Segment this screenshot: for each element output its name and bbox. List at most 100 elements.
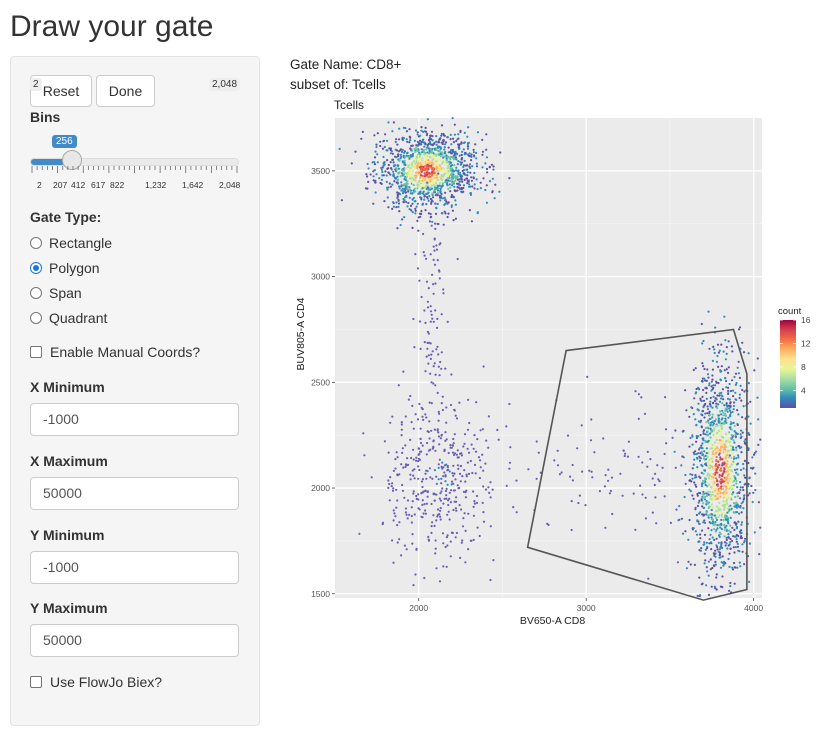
gate-type-option-rectangle[interactable]: Rectangle [30,235,112,251]
data-point [739,488,742,491]
data-point [696,408,699,411]
data-point [444,474,447,477]
data-point [724,489,727,492]
data-point [724,409,727,412]
gate-type-option-span[interactable]: Span [30,285,82,301]
scatter-plot[interactable]: 2000 3000 400015002000250030003500BV650-A … [290,110,820,630]
legend-tick-label: 8 [801,362,806,372]
y-min-input[interactable]: -1000 [30,551,239,584]
data-point [455,177,458,180]
data-point [456,189,459,192]
manual-coords-checkbox[interactable]: Enable Manual Coords? [30,344,200,360]
data-point [722,411,725,414]
data-point [487,446,490,449]
manual-coords-checkbox-box[interactable] [30,346,42,358]
radio-button[interactable] [30,312,42,324]
data-point [379,140,382,143]
data-point [691,494,694,497]
data-point [399,223,402,227]
data-point [713,514,717,517]
data-point [400,421,403,424]
data-point [437,167,440,170]
data-point [429,342,432,345]
radio-button[interactable] [30,262,42,274]
data-point [705,397,708,400]
data-point [419,165,422,168]
data-point [718,476,721,479]
data-point [646,450,649,453]
data-point [474,450,478,453]
data-point [450,373,453,376]
x-max-input[interactable]: 50000 [30,477,239,510]
data-point [406,205,409,208]
data-point [734,477,737,480]
data-point [409,166,412,170]
done-button[interactable]: Done [96,75,155,107]
x-min-input[interactable]: -1000 [30,403,239,436]
data-point [701,465,704,468]
data-point [726,432,729,435]
data-point [706,368,709,371]
data-point [457,172,460,176]
bins-slider-handle[interactable] [62,150,83,170]
data-point [429,320,432,323]
data-point [705,501,708,504]
radio-button[interactable] [30,237,42,249]
data-point [719,469,722,472]
data-point [440,141,443,144]
data-point [715,438,718,442]
data-point [456,484,459,487]
data-point [720,413,723,416]
data-point [456,449,459,452]
data-point [475,157,478,160]
data-point [438,175,441,178]
data-point [498,190,501,193]
data-point [451,209,454,212]
data-point [366,175,369,178]
bins-slider-track[interactable] [30,158,239,166]
data-point [437,165,440,168]
data-point [482,177,485,180]
data-point [409,161,412,164]
data-point [751,467,754,470]
data-point [388,499,391,502]
data-point [707,493,710,496]
data-point [431,350,434,353]
data-point [453,170,456,173]
data-point [712,476,715,479]
data-point [732,395,735,398]
data-point [732,404,736,408]
biex-checkbox-box[interactable] [30,676,42,688]
data-point [404,415,407,418]
y-max-input[interactable]: 50000 [30,624,239,657]
data-point [570,500,573,503]
data-point [684,482,687,485]
gate-type-option-quadrant[interactable]: Quadrant [30,310,107,326]
data-point [707,462,710,465]
data-point [445,536,448,539]
data-point [450,143,453,146]
data-point [392,519,395,522]
data-point [718,473,721,477]
data-point [721,388,724,391]
data-point [409,473,412,476]
data-point [450,480,454,483]
data-point [462,186,465,190]
data-point [716,545,719,549]
data-point [465,473,468,476]
data-point [697,402,700,405]
data-point [407,174,410,177]
biex-checkbox[interactable]: Use FlowJo Biex? [30,674,162,690]
data-point [401,489,405,492]
data-point [699,537,702,540]
data-point [392,121,395,124]
data-point [431,317,434,320]
data-point [426,151,429,154]
data-point [735,504,738,507]
data-point [418,139,422,142]
data-point [484,162,487,165]
radio-button[interactable] [30,287,42,299]
data-point [738,512,741,515]
gate-type-option-polygon[interactable]: Polygon [30,260,100,276]
data-point [424,142,427,145]
